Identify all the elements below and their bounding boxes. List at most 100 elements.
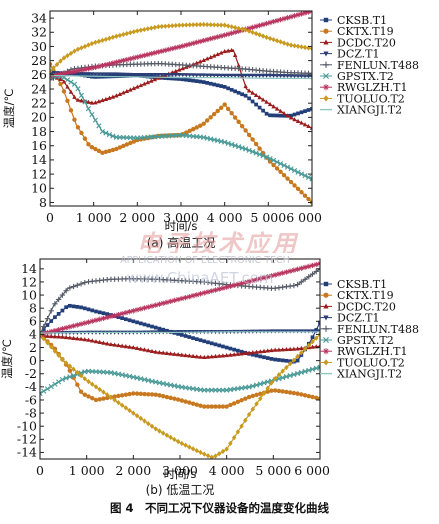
data-point: [288, 74, 294, 79]
data-point: [285, 41, 290, 47]
data-point: [306, 74, 311, 79]
y-tick-label: 16: [31, 138, 47, 153]
data-point: [313, 365, 319, 371]
legend-label: TUOLUO.T2: [337, 92, 405, 105]
data-point: [206, 340, 210, 345]
data-point: [282, 113, 286, 118]
data-point: [284, 164, 291, 170]
data-point: [190, 40, 196, 46]
data-point: [309, 176, 312, 182]
data-point: [79, 130, 84, 136]
x-tick-label: 5 000: [255, 463, 291, 478]
data-point: [236, 90, 241, 95]
data-point: [298, 369, 304, 376]
data-point: [61, 79, 67, 84]
data-point: [264, 73, 269, 78]
data-point: [287, 346, 293, 351]
data-point: [253, 277, 260, 283]
data-point: [222, 22, 227, 28]
data-point: [145, 51, 151, 58]
data-point: [208, 81, 213, 86]
data-point: [215, 73, 220, 78]
data-point: [232, 29, 238, 35]
data-point: [273, 357, 278, 362]
data-point: [157, 393, 162, 398]
data-point: [292, 74, 297, 79]
data-point: [110, 34, 116, 40]
x-tick-label: 2 000: [115, 463, 151, 478]
data-point: [295, 118, 301, 123]
data-point: [194, 402, 199, 407]
data-point: [90, 308, 95, 313]
data-point: [213, 342, 218, 347]
data-point: [211, 73, 217, 78]
data-point: [138, 53, 144, 59]
data-point: [106, 61, 113, 67]
data-point: [75, 46, 81, 52]
data-point: [56, 311, 61, 316]
data-point: [298, 279, 304, 285]
data-point: [149, 378, 155, 384]
data-point: [302, 276, 308, 282]
legend-label: CKSB.T1: [337, 14, 387, 27]
legend-item-tuoluo-t2: TUOLUO.T2: [320, 92, 405, 105]
data-point: [198, 449, 203, 456]
data-point: [302, 122, 308, 127]
data-point: [138, 73, 144, 78]
data-point: [225, 140, 231, 146]
data-point: [56, 327, 62, 333]
data-point: [93, 397, 99, 403]
data-point: [215, 22, 220, 28]
data-point: [201, 73, 206, 78]
data-point: [168, 351, 173, 356]
data-point: [295, 12, 301, 18]
data-point: [243, 27, 248, 33]
legend-label: DCZ.T1: [337, 48, 380, 61]
data-point: [116, 393, 121, 399]
data-point: [96, 72, 102, 77]
data-point: [281, 173, 287, 178]
y-tick-label: 30: [31, 39, 47, 54]
data-point: [202, 354, 207, 360]
data-point: [194, 447, 199, 454]
data-point: [236, 119, 241, 125]
data-point: [295, 353, 300, 360]
data-point: [121, 143, 126, 149]
legend-label: XIANGJI.T2: [337, 104, 402, 117]
data-point: [156, 24, 161, 30]
data-point: [243, 146, 249, 152]
data-point: [309, 70, 312, 77]
data-point: [317, 364, 320, 370]
data-point: [82, 392, 88, 397]
data-point: [186, 293, 192, 300]
data-point: [145, 377, 151, 383]
data-point: [149, 303, 155, 309]
data-point: [166, 46, 172, 53]
x-tick-label: 0: [46, 210, 54, 225]
data-point: [225, 23, 231, 29]
data-point: [232, 52, 238, 57]
watermark-logo-text: 电子技术应用: [137, 229, 299, 253]
data-point: [194, 292, 200, 298]
data-point: [153, 426, 158, 432]
data-point: [205, 81, 210, 85]
data-point: [60, 356, 65, 363]
data-point: [267, 35, 273, 42]
data-point: [52, 348, 58, 354]
data-point: [246, 394, 252, 400]
legend-swatch: [323, 95, 329, 102]
data-point: [299, 44, 304, 50]
data-point: [215, 34, 221, 40]
data-point: [112, 312, 118, 319]
data-point: [142, 73, 147, 78]
data-point: [100, 97, 105, 103]
y-tick-label: 14: [21, 261, 37, 276]
data-point: [274, 166, 280, 171]
data-point: [253, 150, 259, 156]
data-point: [306, 342, 311, 349]
series-xiangji-t2: [40, 331, 320, 334]
y-tick-label: 18: [31, 124, 47, 139]
data-point: [75, 369, 80, 376]
data-point: [138, 346, 143, 351]
y-tick-label: 26: [31, 67, 47, 82]
